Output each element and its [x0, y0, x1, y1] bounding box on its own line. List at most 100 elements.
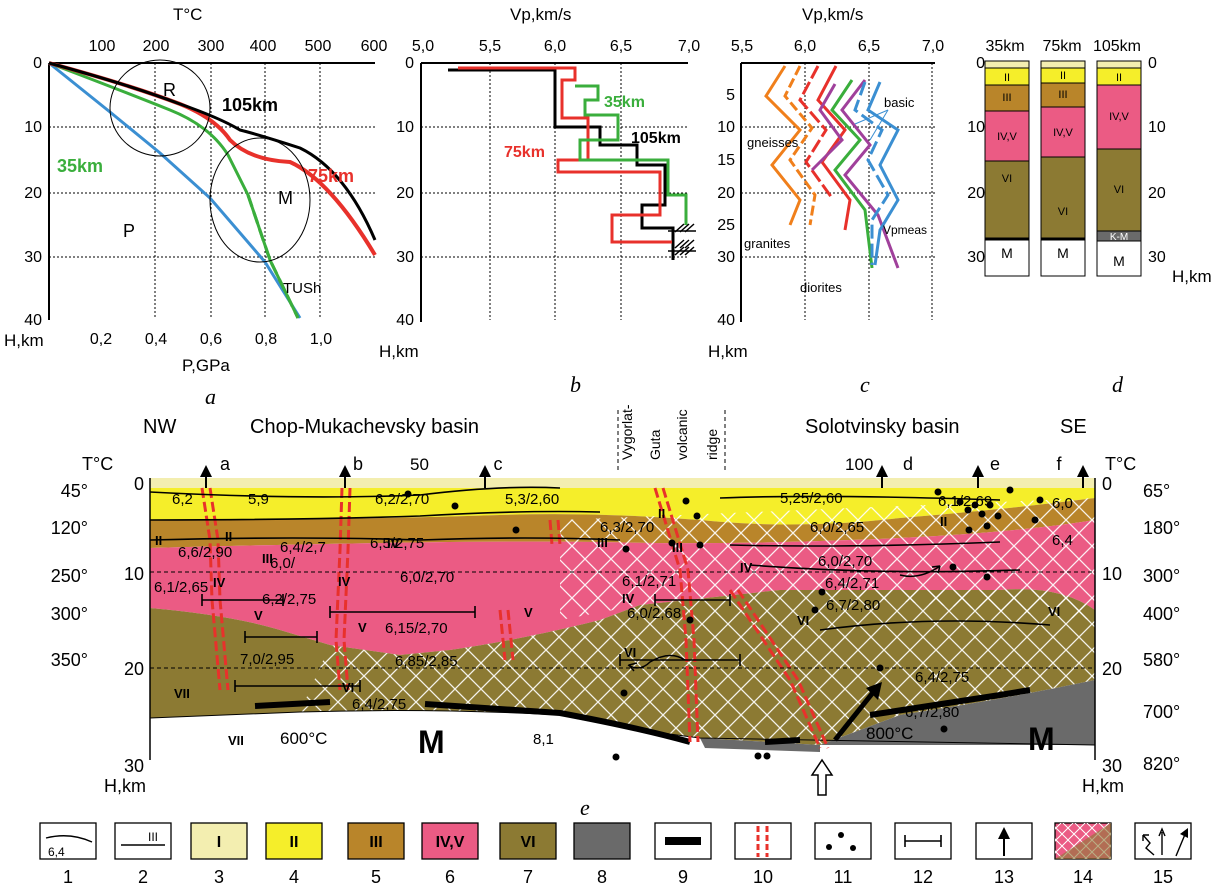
temperature-label: 800°C	[866, 724, 913, 743]
d-col1-label: II	[1004, 72, 1010, 84]
panel-b-top-tick: 7,0	[678, 38, 700, 55]
layer-roman: IV	[387, 536, 400, 551]
legend-box5-text: III	[369, 834, 382, 851]
d-col3-label: K-M	[1110, 232, 1128, 243]
panel-b-top-tick: 6,0	[544, 38, 566, 55]
label-se: SE	[1060, 416, 1087, 438]
panel-c: Vp,km/s 5,5 6,0 6,5 7,0 5 10 15 20 25 30…	[708, 5, 944, 397]
legend-box1-text: 6,4	[48, 845, 65, 859]
t-right: 700°	[1143, 702, 1180, 722]
panel-c-top-tick: 6,0	[794, 38, 816, 55]
layer-roman: VI	[624, 645, 636, 660]
panel-b-depth-tick: 20	[396, 185, 414, 202]
panel-a-top-tick: 300	[198, 38, 225, 55]
fault-line	[498, 609, 507, 661]
panel-b-top-axis-title: Vp,km/s	[510, 5, 571, 24]
panel-c-depth-tick: 5	[726, 87, 735, 104]
panel-e-cross-section: NW SE Chop-Mukachevsky basin Solotvinsky…	[51, 404, 1180, 820]
vd-value: 5,3/2,60	[505, 491, 559, 508]
vd-value: 6,4/2,75	[915, 669, 969, 686]
layer-roman: VI	[1048, 604, 1060, 619]
layer-roman: II	[940, 514, 947, 529]
moho-segment	[869, 687, 1031, 718]
vd-value: 6,5/2,75	[370, 535, 424, 552]
well-label: d	[903, 454, 913, 474]
vd-value: 6,2	[172, 491, 193, 508]
depth-left: 30	[124, 756, 144, 776]
layer-roman: II	[225, 529, 232, 544]
d-col2-label: II	[1060, 70, 1066, 82]
vd-value: 6,4/2,71	[825, 575, 879, 592]
well-label: a	[220, 454, 231, 474]
km-mark: 50	[410, 455, 429, 474]
layer-roman: IV	[740, 560, 753, 575]
curve-basic	[853, 81, 890, 265]
vp-step-105km	[448, 68, 675, 260]
panel-a: T°C 100 200 300 400 500 600 0 10 20 30 4…	[4, 5, 387, 409]
panel-a-top-tick: 600	[361, 38, 388, 55]
legend-number: 15	[1153, 867, 1173, 887]
panel-e-letter: e	[580, 795, 590, 820]
label-75km: 75km	[308, 166, 354, 186]
panel-b-top-tick: 6,5	[610, 38, 632, 55]
panel-b-depth-tick: 10	[396, 119, 414, 136]
legend-number: 10	[753, 867, 773, 887]
panel-d-column-title: 75km	[1042, 38, 1081, 55]
t-left: 120°	[51, 518, 88, 538]
depth-right: 10	[1102, 564, 1122, 584]
panel-b-label-35km: 35km	[604, 94, 645, 111]
panel-d-depth-tick-right: 10	[1148, 119, 1166, 136]
vd-value: 6,4	[1052, 532, 1073, 549]
h-right: H,km	[1082, 776, 1124, 796]
vd-value: 6,15/2,70	[385, 620, 448, 637]
label-granites: granites	[744, 236, 791, 251]
moho-segment	[254, 699, 331, 709]
d-col3-label: IV,V	[1109, 111, 1129, 123]
ridge-label: ridge	[704, 429, 720, 460]
panel-d-depth-title: H,km	[1172, 267, 1212, 286]
panel-b-depth-tick: 30	[396, 249, 414, 266]
d-col2-label: M	[1057, 245, 1069, 261]
label-diorites: diorites	[800, 280, 842, 295]
legend-number: 12	[913, 867, 933, 887]
panel-b-depth-tick: 40	[396, 312, 414, 329]
legend: 6,4 III I II III IV,V VI 1 2	[39, 822, 1192, 887]
label-105km: 105km	[222, 95, 278, 115]
legend-number: 7	[523, 867, 533, 887]
legend-box2-text: III	[148, 830, 158, 844]
panel-d: 35km 75km 105km 0 10 20 30 0 10 20 30 H,…	[967, 38, 1211, 397]
vp-step-35km	[575, 84, 688, 225]
km-mark: 100	[845, 455, 873, 474]
vd-value: 6,85/2,85	[395, 653, 458, 670]
layer-roman: V	[254, 608, 263, 623]
column-105km	[1096, 60, 1142, 277]
ridge-label: volcanic	[674, 409, 690, 460]
legend-box4-text: II	[290, 834, 299, 851]
legend-number: 2	[138, 867, 148, 887]
depth-right: 20	[1102, 659, 1122, 679]
panel-c-depth-tick: 10	[717, 119, 735, 136]
t-left: 250°	[51, 566, 88, 586]
depth-right: 30	[1102, 756, 1122, 776]
t-title-left: T°C	[82, 454, 113, 474]
panel-b-top-tick: 5,0	[412, 38, 434, 55]
panel-c-top-tick: 6,5	[858, 38, 880, 55]
panel-d-depth-tick: 20	[967, 185, 985, 202]
legend-number: 14	[1073, 867, 1093, 887]
layer-roman: VI	[342, 680, 354, 695]
t-right: 400°	[1143, 604, 1180, 624]
layer-roman: III	[672, 540, 683, 555]
moho-label-M: M	[418, 724, 445, 760]
panel-d-depth-tick: 10	[967, 119, 985, 136]
d-col2-label: IV,V	[1053, 127, 1073, 139]
curve-granites	[764, 65, 803, 226]
depth-left: 20	[124, 659, 144, 679]
depth-right: 0	[1102, 474, 1112, 494]
label-R: R	[163, 80, 176, 100]
panel-d-letter: d	[1112, 372, 1124, 397]
ridge-label: Guta	[647, 429, 663, 460]
panel-b-label-75km: 75km	[504, 144, 545, 161]
h-left: H,km	[104, 776, 146, 796]
ridge-label: Vygorlat-	[619, 404, 635, 460]
vp-step-75km	[458, 66, 672, 244]
